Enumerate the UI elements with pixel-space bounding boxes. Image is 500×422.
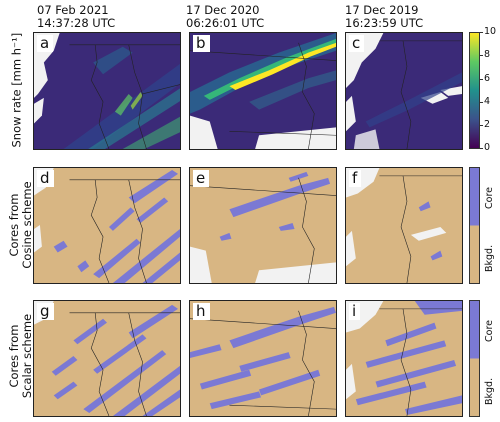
panel-b-map-svg xyxy=(190,33,336,149)
column-header-2: 17 Dec 2020 06:26:01 UTC xyxy=(186,4,264,30)
row-label-snow-rate: Snow rate [mm h⁻¹] xyxy=(9,32,24,148)
panel-c-snow-rate-map: c xyxy=(345,32,463,150)
snow-tick-mark-10 xyxy=(480,32,483,33)
column-3-time: 16:23:59 UTC xyxy=(345,16,424,30)
panel-label-g: g xyxy=(37,303,54,320)
panel-d-cosine-cores-map: d xyxy=(33,167,181,284)
snow-tick-mark-0 xyxy=(480,148,483,149)
panel-c-map-svg xyxy=(346,33,462,149)
column-1-time: 14:37:28 UTC xyxy=(37,16,116,30)
panel-f-cosine-cores-map: f xyxy=(345,167,463,284)
snow-tick-8: 8 xyxy=(484,49,491,60)
panel-e-cosine-cores-map: e xyxy=(189,167,337,284)
panel-label-d: d xyxy=(37,170,54,187)
column-1-date: 07 Feb 2021 xyxy=(37,3,109,17)
panel-label-f: f xyxy=(349,170,362,187)
panel-h-map-svg xyxy=(190,301,336,416)
panel-label-b: b xyxy=(193,35,210,52)
cosine-colorbar-bkgd-label: Bkgd. xyxy=(484,244,495,272)
snow-tick-mark-8 xyxy=(480,55,483,56)
snow-tick-mark-6 xyxy=(480,79,483,80)
scalar-core-colorbar xyxy=(469,300,480,417)
panel-d-map-svg xyxy=(34,168,180,283)
panel-i-scalar-cores-map: i xyxy=(345,300,463,417)
snow-rate-colorbar xyxy=(469,32,480,149)
snow-tick-4: 4 xyxy=(484,96,491,107)
panel-a-map-svg xyxy=(34,33,180,149)
panel-label-a: a xyxy=(37,35,54,52)
cosine-colorbar-core-label: Core xyxy=(484,187,495,209)
panel-f-map-svg xyxy=(346,168,462,283)
column-2-date: 17 Dec 2020 xyxy=(186,3,260,17)
snow-tick-6: 6 xyxy=(484,73,491,84)
scalar-colorbar-bkgd-label: Bkgd. xyxy=(484,377,495,405)
snow-tick-0: 0 xyxy=(484,142,491,153)
row-label-cosine: Cores from Cosine scheme xyxy=(7,177,34,273)
snow-tick-mark-4 xyxy=(480,102,483,103)
panel-g-scalar-cores-map: g xyxy=(33,300,181,417)
panel-label-i: i xyxy=(349,303,361,320)
panel-label-h: h xyxy=(193,303,210,320)
panel-label-e: e xyxy=(193,170,210,187)
row-label-scalar: Cores from Scalar scheme xyxy=(7,308,34,404)
column-header-3: 17 Dec 2019 16:23:59 UTC xyxy=(345,4,423,30)
snow-tick-10: 10 xyxy=(484,26,497,37)
panel-h-scalar-cores-map: h xyxy=(189,300,337,417)
scalar-colorbar-core-label: Core xyxy=(484,320,495,342)
column-header-1: 07 Feb 2021 14:37:28 UTC xyxy=(37,4,115,30)
panel-g-map-svg xyxy=(34,301,180,416)
snow-tick-2: 2 xyxy=(484,119,491,130)
column-3-date: 17 Dec 2019 xyxy=(345,3,419,17)
column-2-time: 06:26:01 UTC xyxy=(186,16,265,30)
panel-i-map-svg xyxy=(346,301,462,416)
panel-b-snow-rate-map: b xyxy=(189,32,337,150)
panel-e-map-svg xyxy=(190,168,336,283)
panel-label-c: c xyxy=(349,35,365,52)
cosine-core-colorbar xyxy=(469,167,480,284)
snow-tick-mark-2 xyxy=(480,125,483,126)
row-1-label: Snow rate [mm h⁻¹] xyxy=(9,32,24,148)
panel-a-snow-rate-map: a xyxy=(33,32,181,150)
